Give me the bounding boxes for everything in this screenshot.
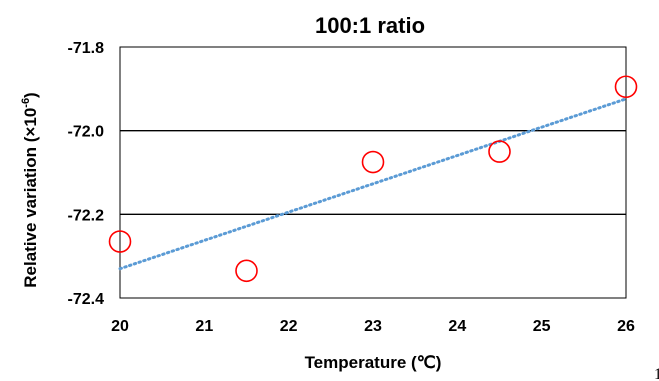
x-tick-label: 21 [195,318,213,335]
x-tick-label: 25 [533,318,551,335]
y-axis-label-exponent: -6 [20,98,32,108]
data-point [235,259,258,283]
stray-text: 1 [654,366,659,381]
data-point [361,150,385,174]
y-tick-label: -71.8 [68,40,105,57]
y-axis-label: Relative variation (×10-6) [20,92,40,287]
data-points [108,75,638,283]
y-axis-label-main: Relative variation (×10 [21,108,40,288]
chart-title: 100:1 ratio [315,13,425,38]
x-axis-label: Temperature (℃) [305,353,442,372]
x-tick-label: 26 [617,318,635,335]
y-tick-label: -72.0 [68,124,105,141]
x-tick-labels: 20 21 22 23 24 25 26 [111,318,635,335]
gridlines [120,130,626,215]
trendline-line [118,97,628,271]
trendline [118,97,628,271]
data-point [614,75,638,99]
data-point [488,140,511,163]
y-tick-label: -72.4 [68,291,105,308]
y-axis-label-close: ) [21,92,40,98]
x-tick-label: 24 [448,318,466,335]
x-tick-label: 22 [280,318,298,335]
x-tick-label: 20 [111,318,129,335]
y-tick-labels: -71.8 -72.0 -72.2 -72.4 [68,40,105,308]
data-point [108,230,132,253]
x-tick-label: 23 [364,318,382,335]
plot-area [119,46,627,299]
y-tick-label: -72.2 [68,207,105,224]
